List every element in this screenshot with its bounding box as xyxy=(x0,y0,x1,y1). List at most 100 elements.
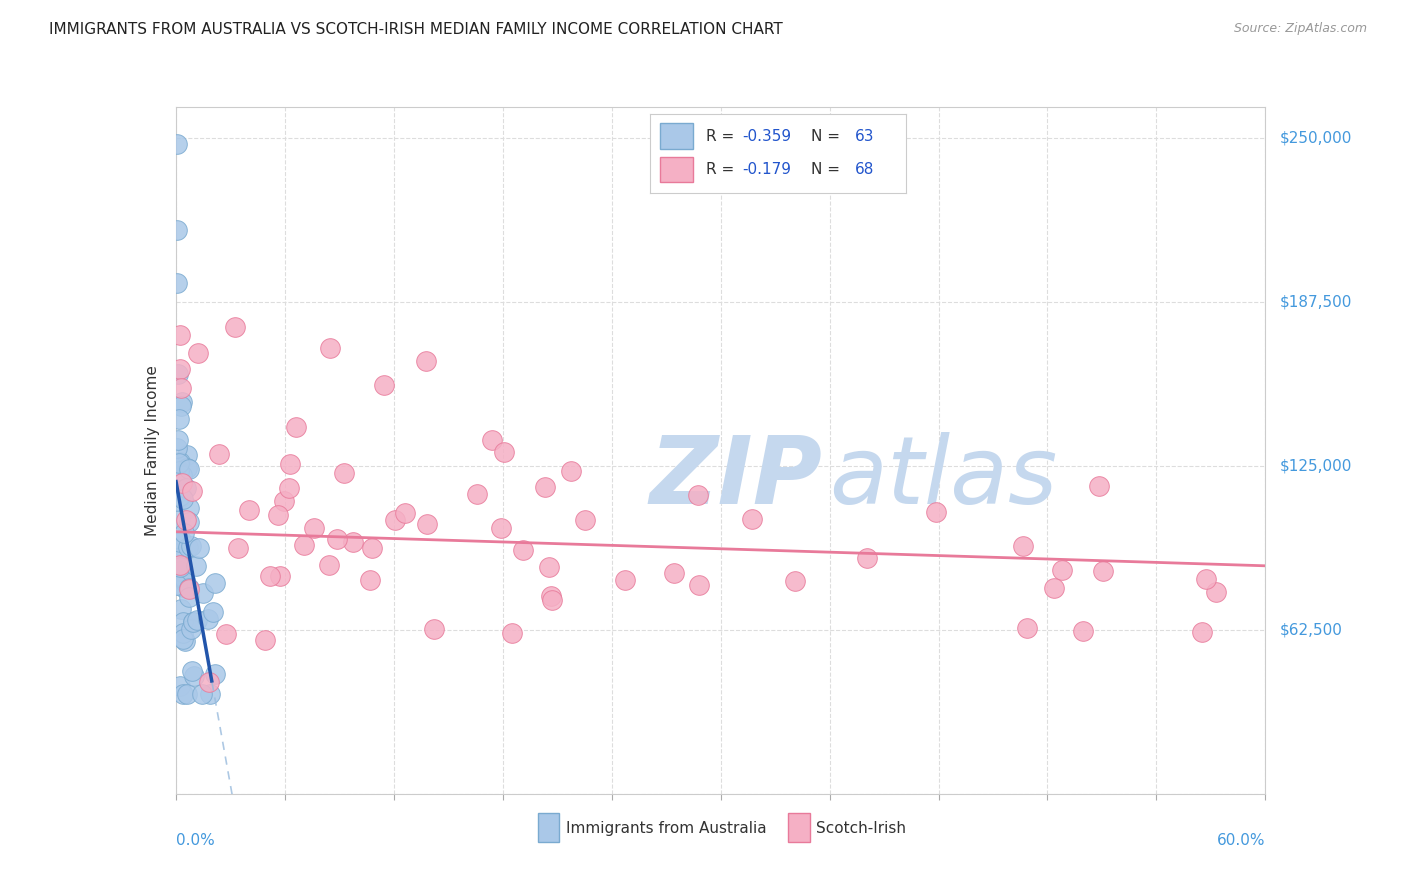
Point xyxy=(181,665,204,679)
Point xyxy=(172,490,194,504)
Point xyxy=(1191,624,1213,639)
Point xyxy=(169,550,191,565)
Point xyxy=(167,464,190,478)
Point xyxy=(172,687,194,701)
Point xyxy=(166,276,188,290)
Point xyxy=(273,494,295,508)
Point xyxy=(342,535,364,549)
Text: ZIP: ZIP xyxy=(650,432,823,524)
Point xyxy=(179,590,201,604)
Point xyxy=(259,569,281,583)
Point xyxy=(172,615,194,629)
Point xyxy=(181,615,204,629)
Point xyxy=(304,521,326,535)
Point xyxy=(191,687,214,701)
Point xyxy=(172,581,194,595)
Point xyxy=(169,328,191,343)
Point xyxy=(198,687,221,701)
Y-axis label: Median Family Income: Median Family Income xyxy=(145,365,160,536)
Point xyxy=(169,489,191,503)
Text: Immigrants from Australia: Immigrants from Australia xyxy=(565,821,766,836)
Point xyxy=(176,541,198,555)
Point xyxy=(1088,479,1111,493)
Point xyxy=(167,411,190,425)
FancyBboxPatch shape xyxy=(659,157,693,182)
Point xyxy=(541,593,564,607)
Point xyxy=(177,582,200,597)
Point xyxy=(169,558,191,572)
Text: IMMIGRANTS FROM AUSTRALIA VS SCOTCH-IRISH MEDIAN FAMILY INCOME CORRELATION CHART: IMMIGRANTS FROM AUSTRALIA VS SCOTCH-IRIS… xyxy=(49,22,783,37)
Text: 60.0%: 60.0% xyxy=(1218,833,1265,847)
Point xyxy=(173,526,195,541)
Text: 63: 63 xyxy=(855,128,875,144)
Point xyxy=(489,521,512,535)
Point xyxy=(204,666,226,681)
Point xyxy=(170,399,193,413)
Point xyxy=(422,622,444,636)
Point xyxy=(172,632,194,646)
Point xyxy=(533,480,555,494)
Point xyxy=(166,441,188,455)
Text: $187,500: $187,500 xyxy=(1279,295,1351,310)
Text: N =: N = xyxy=(811,161,845,177)
Point xyxy=(1195,572,1218,586)
Text: 68: 68 xyxy=(855,161,875,177)
Text: $125,000: $125,000 xyxy=(1279,458,1351,474)
Point xyxy=(170,601,193,615)
Point xyxy=(384,513,406,527)
Point xyxy=(181,615,204,629)
Point xyxy=(741,512,763,526)
Point xyxy=(174,513,197,527)
Point xyxy=(277,481,299,495)
Point xyxy=(177,515,200,529)
Point xyxy=(285,420,308,434)
Point xyxy=(1205,584,1227,599)
Point xyxy=(925,505,948,519)
Point xyxy=(169,535,191,549)
Point xyxy=(359,573,381,587)
Point xyxy=(180,622,202,636)
FancyBboxPatch shape xyxy=(659,123,693,149)
Point xyxy=(537,559,560,574)
Point xyxy=(174,633,197,648)
Point xyxy=(614,573,637,587)
Point xyxy=(465,486,488,500)
Point xyxy=(253,633,276,648)
Text: atlas: atlas xyxy=(830,433,1057,524)
FancyBboxPatch shape xyxy=(789,814,810,842)
Point xyxy=(181,483,204,498)
Point xyxy=(187,541,209,555)
Point xyxy=(201,605,224,619)
Point xyxy=(224,320,246,334)
Point xyxy=(1091,564,1114,578)
Text: Source: ZipAtlas.com: Source: ZipAtlas.com xyxy=(1233,22,1367,36)
Text: R =: R = xyxy=(706,128,740,144)
Point xyxy=(394,506,416,520)
Text: R =: R = xyxy=(706,161,740,177)
Point xyxy=(167,367,190,381)
Point xyxy=(169,512,191,526)
Point xyxy=(278,457,301,471)
Text: -0.359: -0.359 xyxy=(742,128,792,144)
Point xyxy=(166,223,188,237)
Point xyxy=(1043,581,1066,595)
Point xyxy=(574,513,596,527)
Point xyxy=(1017,622,1039,636)
FancyBboxPatch shape xyxy=(537,814,560,842)
Point xyxy=(170,544,193,558)
Point xyxy=(167,569,190,583)
Point xyxy=(176,448,198,462)
Point xyxy=(512,542,534,557)
Point xyxy=(167,456,190,470)
Point xyxy=(166,433,188,447)
Text: $250,000: $250,000 xyxy=(1279,131,1351,146)
Point xyxy=(183,669,205,683)
Point xyxy=(174,575,197,590)
Point xyxy=(169,564,191,578)
Point xyxy=(179,581,201,595)
Point xyxy=(662,566,685,580)
Point xyxy=(856,551,879,566)
Point xyxy=(494,445,516,459)
Point xyxy=(332,466,354,480)
Point xyxy=(198,674,221,689)
